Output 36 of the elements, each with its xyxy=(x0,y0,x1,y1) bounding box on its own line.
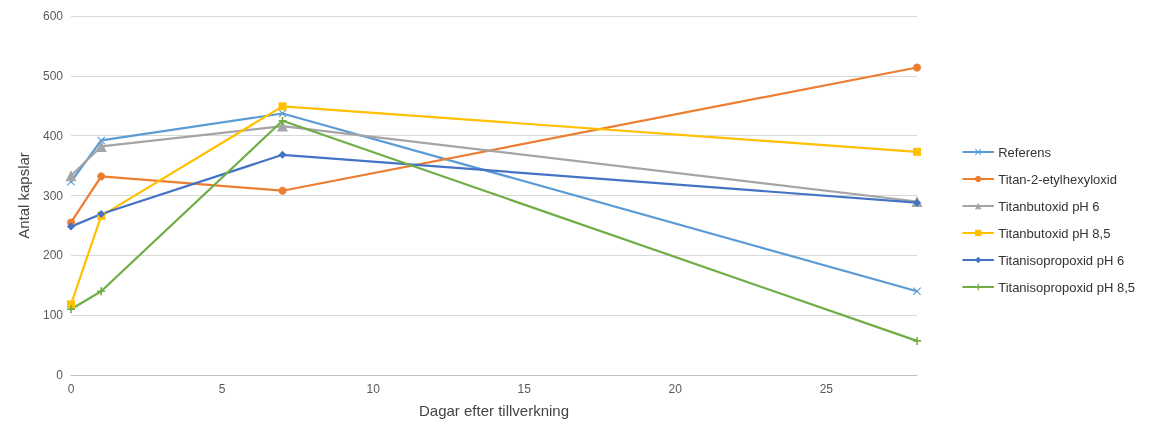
y-tick-label: 100 xyxy=(42,308,64,323)
point xyxy=(278,186,287,195)
point xyxy=(97,172,106,181)
y-tick-label: 300 xyxy=(42,188,64,203)
x-tick-label: 0 xyxy=(67,382,75,396)
x-tick-label: 15 xyxy=(517,382,532,396)
legend-label: Titanisopropoxid pH 8,5 xyxy=(998,279,1136,295)
point xyxy=(67,222,75,231)
point xyxy=(913,287,921,296)
y-tick-label: 200 xyxy=(42,248,64,263)
point xyxy=(278,102,287,111)
legend-label: Titanisopropoxid pH 6 xyxy=(998,252,1125,268)
x-tick-label: 10 xyxy=(366,382,381,396)
point xyxy=(97,287,106,296)
legend-label: Referens xyxy=(998,144,1052,160)
y-tick-label: 600 xyxy=(42,9,64,23)
legend-label: Titan-2-etylhexyloxid xyxy=(998,171,1117,187)
x-tick-label: 5 xyxy=(218,382,226,396)
y-tick-label: 400 xyxy=(42,128,64,143)
point xyxy=(97,136,106,145)
point xyxy=(913,336,921,345)
y-tick-label: 0 xyxy=(56,368,64,382)
x-axis-title: Dagar efter tillverkning xyxy=(418,402,570,419)
point xyxy=(913,63,921,72)
point xyxy=(278,150,287,159)
y-axis-title: Antal kapslar xyxy=(15,152,32,239)
legend-label: Titanbutoxid pH 6 xyxy=(998,198,1100,214)
point xyxy=(278,116,287,125)
point xyxy=(67,305,75,314)
y-tick-label: 500 xyxy=(42,68,64,83)
point xyxy=(65,170,77,182)
x-tick-label: 20 xyxy=(668,382,683,396)
point xyxy=(67,300,75,309)
legend-label: Titanbutoxid pH 8,5 xyxy=(998,225,1111,241)
x-tick-label: 25 xyxy=(819,382,834,396)
point xyxy=(913,147,921,156)
